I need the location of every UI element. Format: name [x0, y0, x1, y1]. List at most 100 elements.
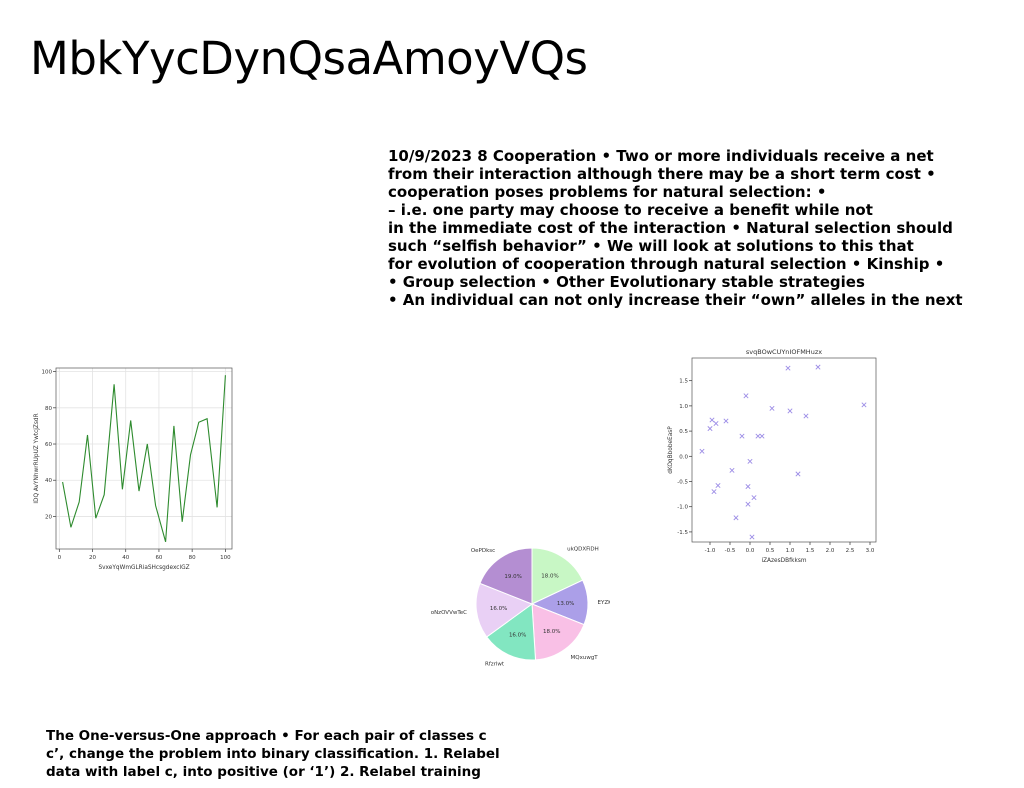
body-line: – i.e. one party may choose to receive a…: [388, 201, 873, 219]
slice-label: OePDksc: [471, 548, 495, 554]
scatter-point-stroke: [713, 421, 719, 427]
footer-line: The One-versus-One approach • For each p…: [46, 728, 487, 744]
body-line: in the immediate cost of the interaction…: [388, 219, 953, 237]
footer-text: The One-versus-One approach • For each p…: [46, 727, 546, 781]
x-tick-label: 60: [155, 555, 162, 561]
scatter-point: [699, 448, 705, 454]
scatter-point-stroke: [745, 484, 751, 490]
x-tick-label: 80: [189, 555, 196, 561]
scatter-point: [759, 433, 765, 439]
slice-label: Rfzrlwt: [485, 661, 505, 667]
y-tick-label: 60: [45, 442, 52, 448]
y-axis-label: dKOqBbobeEasP: [668, 426, 674, 474]
scatter-point-stroke: [795, 471, 801, 477]
scatter-point: [713, 421, 719, 427]
pie-slice: [531, 603, 585, 661]
y-tick-label: 80: [45, 406, 52, 412]
body-line: • Group selection • Other Evolutionary s…: [388, 273, 865, 291]
slice-label: MQxuwgT: [571, 655, 599, 661]
scatter-point-stroke: [759, 433, 765, 439]
body-line: 10/9/2023 8 Cooperation • Two or more in…: [388, 147, 934, 165]
scatter-point: [785, 365, 791, 371]
y-tick-label: 0.0: [679, 454, 688, 460]
x-tick-label: 0.5: [766, 548, 775, 554]
slice-label: EYZKtSIu: [597, 600, 610, 606]
scatter-point-stroke: [729, 467, 735, 473]
y-tick-label: 0.5: [679, 429, 688, 435]
x-tick-label: 100: [220, 555, 231, 561]
scatter-point: [815, 364, 821, 370]
scatter-point-stroke: [803, 413, 809, 419]
slice-pct-label: 18.0%: [541, 574, 558, 580]
scatter-point-stroke: [769, 405, 775, 411]
scatter-point: [745, 501, 751, 507]
y-tick-label: 20: [45, 514, 52, 520]
chart-title: svqBOwCUYnIOFMHuzx: [746, 348, 822, 356]
scatter-point-stroke: [739, 433, 745, 439]
slice-label: ukQDXFiDH: [567, 547, 599, 553]
x-tick-label: 20: [89, 555, 96, 561]
scatter-chart: svqBOwCUYnIOFMHuzx -1.0 -0.5 0.0 0.5 1.0 1.5 2.…: [668, 348, 877, 564]
slide-title: MbkYycDynQsaAmoyVQs: [30, 32, 588, 85]
plot-frame: [691, 357, 877, 543]
x-tick-label: 1.0: [786, 548, 795, 554]
body-text: 10/9/2023 8 Cooperation • Two or more in…: [388, 147, 988, 309]
scatter-point-stroke: [707, 426, 713, 432]
plot-frame: [55, 367, 233, 550]
body-line: such “selfish behavior” • We will look a…: [388, 237, 914, 255]
y-tick-label: -1.0: [677, 505, 688, 511]
x-tick-label: 0.0: [746, 548, 755, 554]
x-axis-label: iZAzesDBfkksm: [761, 558, 806, 564]
scatter-point-stroke: [755, 433, 761, 439]
scatter-point-stroke: [785, 365, 791, 371]
x-tick-label: 40: [122, 555, 129, 561]
slice-pct-label: 16.0%: [509, 632, 526, 638]
scatter-point-stroke: [745, 501, 751, 507]
scatter-point: [803, 413, 809, 419]
scatter-point-stroke: [715, 483, 721, 489]
scatter-point-stroke: [787, 408, 793, 414]
y-tick-label: 40: [45, 478, 52, 484]
footer-line: data with label c, into positive (or ‘1’…: [46, 764, 481, 780]
x-tick-label: 1.5: [806, 548, 815, 554]
scatter-point: [745, 484, 751, 490]
x-tick-label: 3.0: [866, 548, 875, 554]
y-tick-label: 1.5: [679, 379, 688, 385]
scatter-point: [751, 495, 757, 501]
scatter-point-stroke: [861, 402, 867, 408]
scatter-point: [739, 433, 745, 439]
scatter-point: [723, 418, 729, 424]
scatter-point-stroke: [747, 458, 753, 464]
scatter-point: [861, 402, 867, 408]
body-line: cooperation poses problems for natural s…: [388, 183, 827, 201]
body-line: • An individual can not only increase th…: [388, 291, 963, 309]
y-axis-label: lDQ AvYNhwrRUpUZ YwtcjZsdR: [34, 413, 40, 503]
scatter-point-stroke: [723, 418, 729, 424]
y-tick-label: 100: [42, 370, 53, 376]
slice-pct-label: 18.0%: [543, 629, 560, 635]
pie-slice: [486, 603, 537, 661]
pie-slice: [475, 582, 534, 638]
x-axis-label: SvxeYqWmGLRiaSHcsgdexclGZ: [98, 565, 189, 571]
scatter-point: [707, 426, 713, 432]
scatter-point: [749, 534, 755, 540]
scatter-point-stroke: [699, 448, 705, 454]
scatter-point: [787, 408, 793, 414]
scatter-point: [795, 471, 801, 477]
scatter-point-stroke: [749, 534, 755, 540]
pie-chart: 18.0% ukQDXFiDH 13.0% EYZKtSIu 18.0% MQxuwgT 1…: [431, 547, 610, 668]
scatter-point: [729, 467, 735, 473]
x-tick-label: -0.5: [725, 548, 736, 554]
scatter-point-stroke: [709, 417, 715, 423]
y-tick-label: 1.0: [679, 404, 688, 410]
body-line: from their interaction although there ma…: [388, 165, 936, 183]
scatter-point: [769, 405, 775, 411]
scatter-point-stroke: [733, 515, 739, 521]
x-tick-label: 0: [58, 555, 62, 561]
slice-pct-label: 16.0%: [490, 606, 507, 612]
scatter-point-stroke: [743, 393, 749, 399]
x-tick-label: 2.0: [826, 548, 835, 554]
slice-pct-label: 19.0%: [504, 574, 521, 580]
slice-label: oNzOVVwTeC: [431, 610, 467, 616]
scatter-point-stroke: [751, 495, 757, 501]
